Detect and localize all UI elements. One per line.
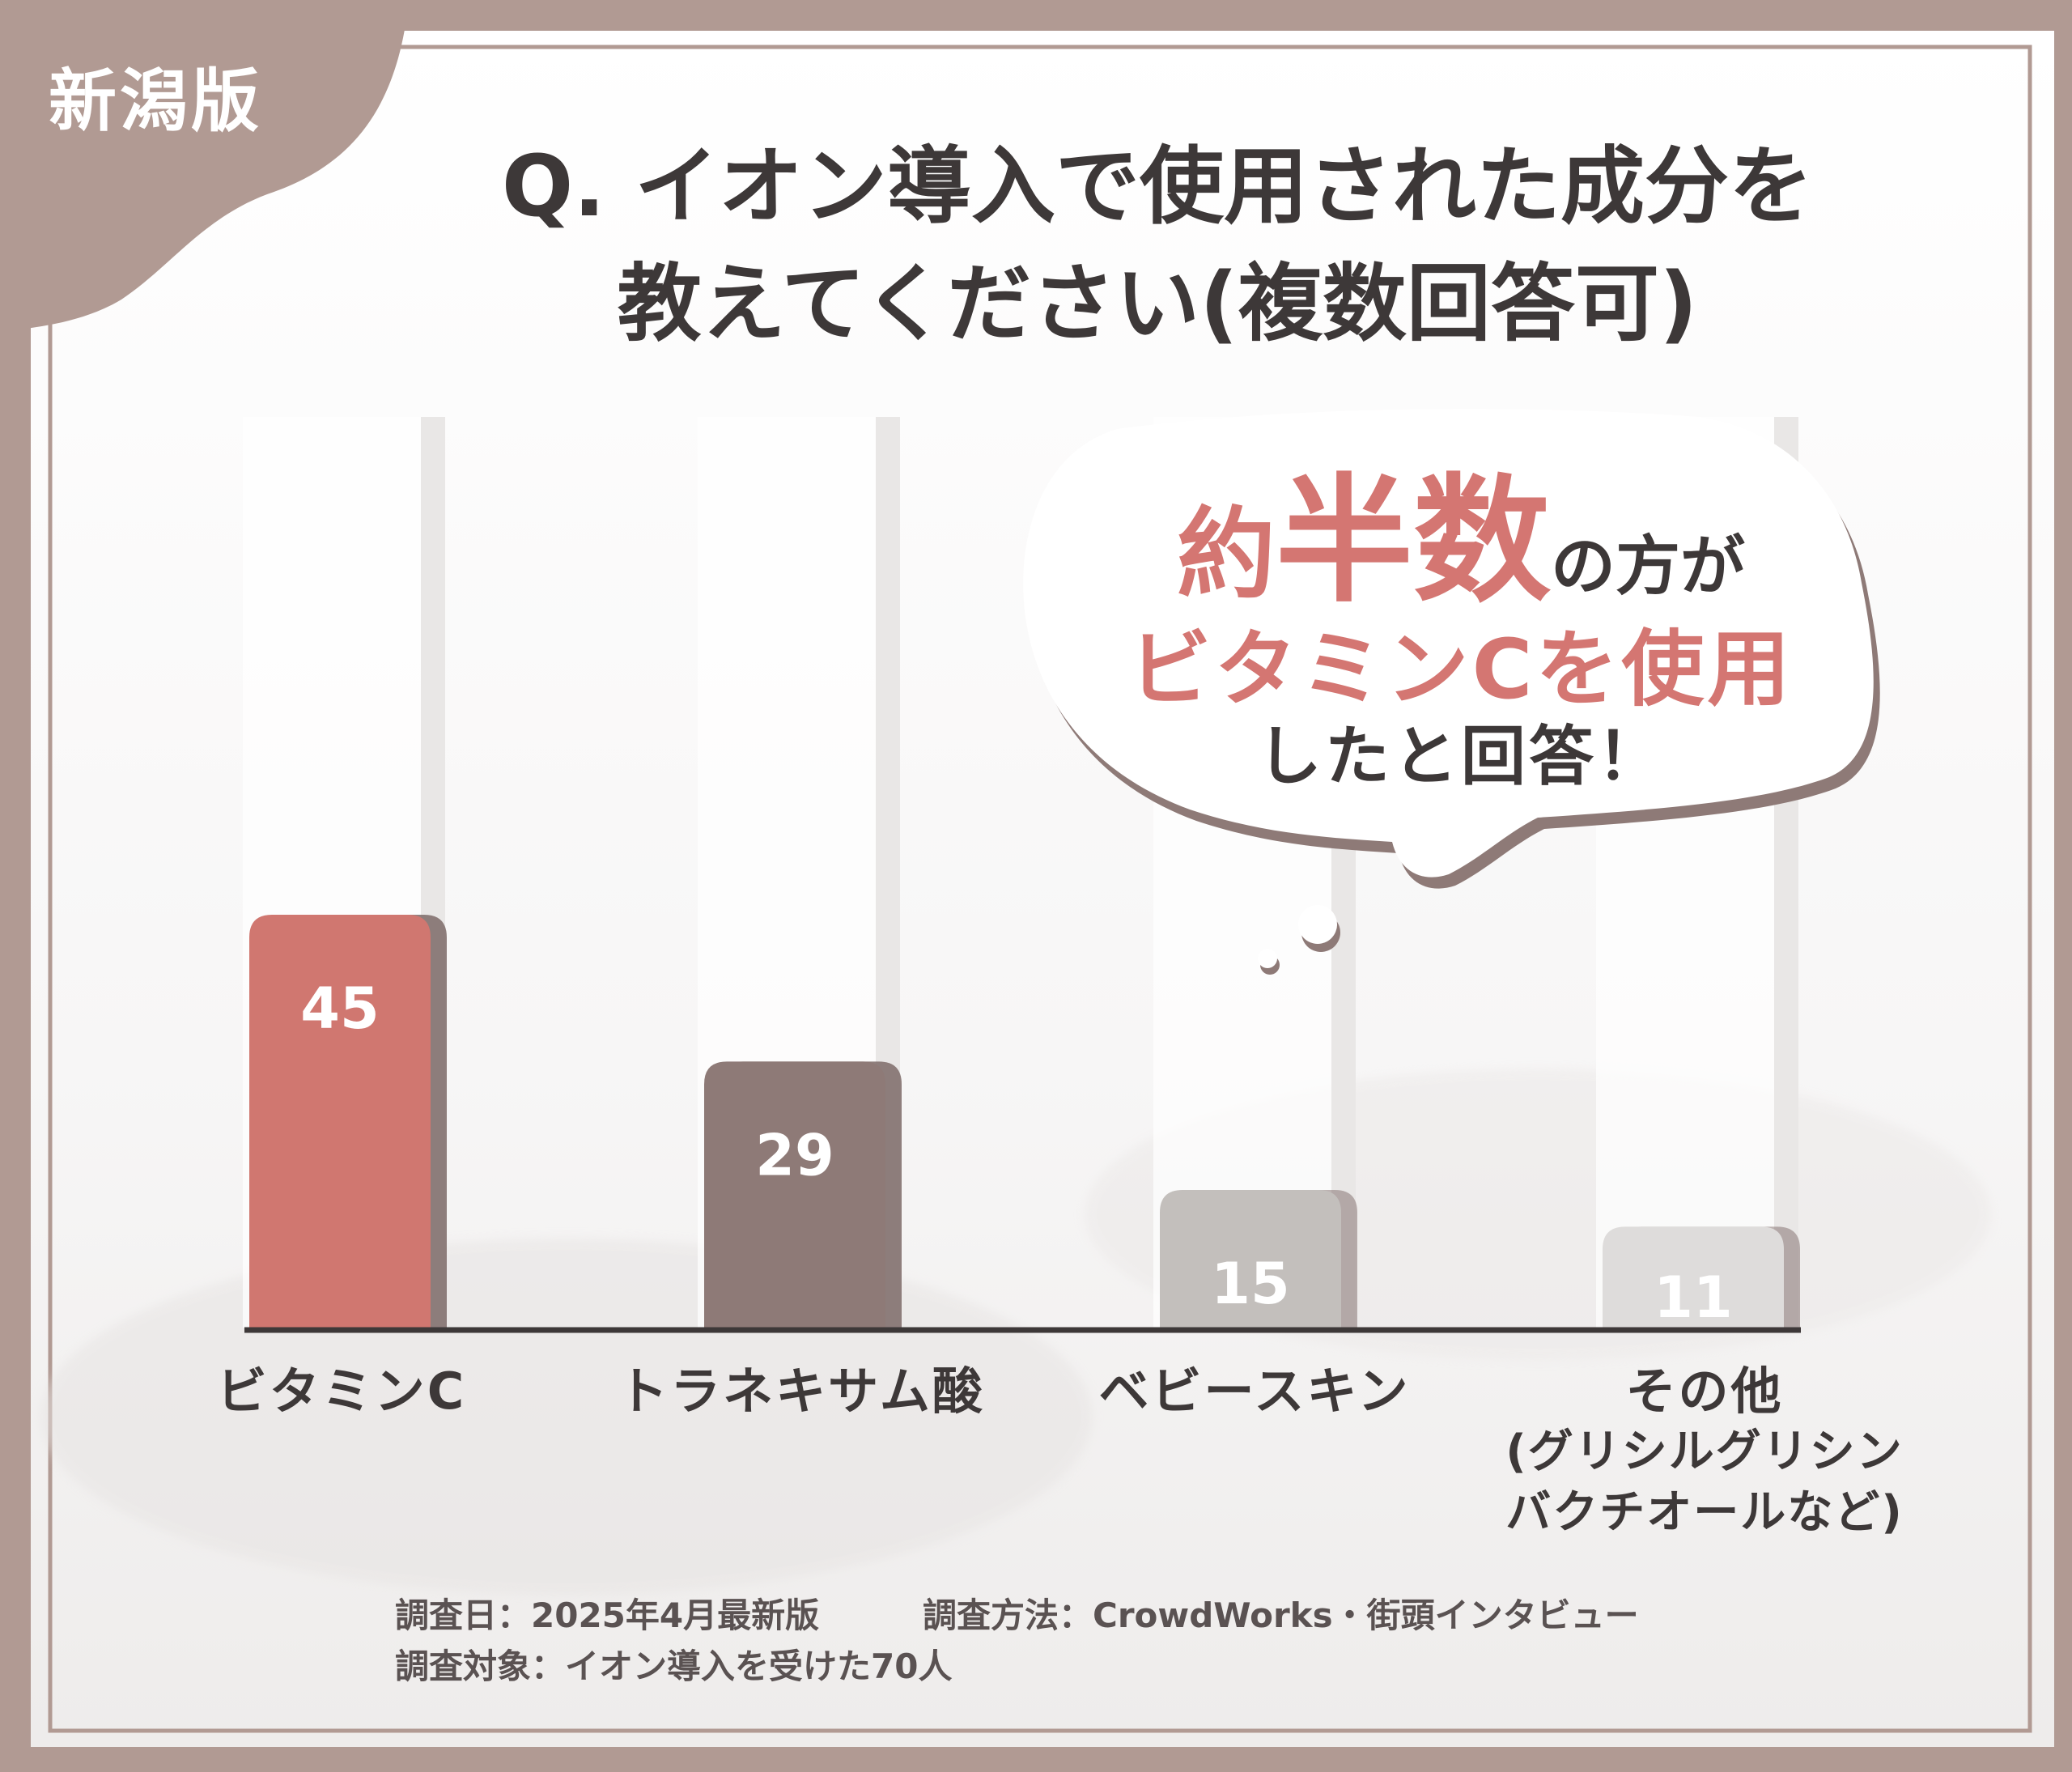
category-label-tranexamic: トラネキサム酸	[550, 1362, 1052, 1421]
callout-suffix: の方が	[1551, 529, 1745, 604]
bar-2	[1160, 1190, 1341, 1328]
category-name: トラネキサム酸	[618, 1362, 985, 1421]
survey-date: 調査日：2025年4月最新版	[395, 1596, 820, 1635]
bar-group: 45 29 15 11	[249, 915, 1800, 1331]
callout-dot-small	[1258, 949, 1277, 968]
corner-blob	[0, 0, 409, 332]
callout-line-3: したと回答！	[1257, 719, 1665, 794]
panel-border-outer	[48, 45, 2032, 1733]
data-label-3: 11	[1654, 1264, 1732, 1331]
callout-dot	[1298, 905, 1337, 944]
data-label-1: 29	[755, 1122, 834, 1188]
region-label: 新潟版	[49, 62, 263, 141]
chart-title-line-2: 教えてください(複数回答可)	[617, 254, 1698, 353]
survey-method: 調査方法：CrowdWorks・街頭インタビュー	[923, 1596, 1639, 1635]
category-label-vitamin-c: ビタミンC	[91, 1362, 592, 1421]
callout-emphasis: 半数	[1275, 461, 1551, 622]
category-name: その他	[1625, 1362, 1784, 1421]
callout-line-1: 約半数の方が	[1044, 429, 1878, 628]
category-sublabel: (グリシルグリシン バクチオールなど)	[1505, 1426, 1904, 1539]
callout-bubble	[1023, 409, 1874, 878]
callout-line-2: ビタミンCを使用	[1128, 622, 1794, 718]
bar-1	[704, 1061, 885, 1328]
data-label-2: 15	[1211, 1251, 1289, 1317]
category-name: ベビースキン	[1098, 1362, 1411, 1421]
bar-0	[249, 915, 431, 1328]
bar-3	[1603, 1226, 1784, 1328]
chart-title-line-1: Q. イオン導入で使用された成分を	[501, 137, 1814, 236]
data-label-0: 45	[300, 975, 379, 1042]
category-label-babyskin: ベビースキン	[1004, 1362, 1505, 1421]
callout-prefix: 約	[1176, 497, 1276, 612]
category-label-other: その他 (グリシルグリシン バクチオールなど)	[1454, 1362, 1955, 1542]
category-name: ビタミンC	[216, 1362, 467, 1421]
survey-target: 調査対象：イオン導入を受けた70人	[395, 1647, 953, 1686]
